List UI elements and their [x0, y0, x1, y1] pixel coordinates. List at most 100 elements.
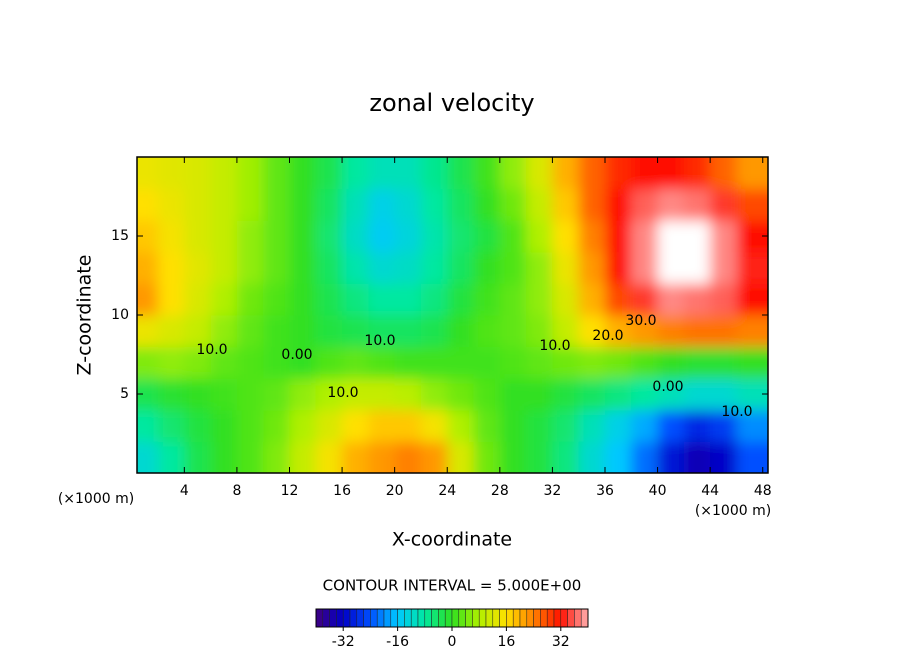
- colorbar-box: [546, 608, 555, 628]
- field-cell: [236, 315, 264, 348]
- chart-title: zonal velocity: [369, 89, 534, 117]
- colorbar-box: [376, 608, 385, 628]
- field-cell: [210, 188, 238, 221]
- x-tick-label: 28: [491, 483, 509, 499]
- colorbar-box: [329, 608, 337, 628]
- field-cell: [657, 315, 685, 348]
- field-cell: [420, 157, 448, 190]
- field-cell: [394, 157, 422, 190]
- field-cell: [473, 251, 501, 284]
- colorbar-box: [363, 608, 371, 628]
- field-cell: [604, 378, 632, 411]
- field-cell: [499, 251, 527, 284]
- colorbar-box: [444, 608, 453, 628]
- field-cell: [552, 409, 580, 442]
- field-cell: [499, 220, 527, 253]
- field-cell: [631, 346, 659, 379]
- colorbar-box: [492, 608, 500, 628]
- field-cell: [578, 283, 606, 316]
- field-cell: [315, 378, 343, 411]
- field-cell: [394, 409, 422, 442]
- field-cell: [526, 346, 553, 379]
- field-cell: [184, 157, 212, 190]
- field-cell: [420, 188, 448, 221]
- field-cell: [289, 409, 317, 442]
- field-cell: [552, 378, 580, 411]
- field-cell: [368, 441, 396, 473]
- field-cell: [736, 188, 768, 221]
- field-cell: [289, 441, 317, 473]
- field-cell: [420, 315, 448, 348]
- field-cell: [683, 283, 711, 316]
- colorbar-box: [567, 608, 575, 628]
- field-cell: [184, 283, 212, 316]
- field-cell: [683, 157, 711, 190]
- field-cell: [710, 409, 737, 442]
- field-cell: [578, 251, 606, 284]
- contour-label: 30.0: [625, 313, 656, 329]
- field-cell: [526, 409, 553, 442]
- field-cell: [499, 157, 527, 190]
- contour-label: 0.00: [281, 347, 312, 363]
- field-cell: [137, 251, 159, 284]
- field-cell: [137, 315, 159, 348]
- field-cell: [184, 441, 212, 473]
- field-cell: [447, 283, 475, 316]
- field-cell: [158, 251, 185, 284]
- colorbar-box: [417, 608, 426, 628]
- field-cell: [368, 220, 396, 253]
- field-cell: [447, 315, 475, 348]
- field-cell: [526, 251, 553, 284]
- field-cell: [499, 378, 527, 411]
- field-cell: [289, 188, 317, 221]
- field-cell: [289, 346, 317, 379]
- y-tick-label: 5: [120, 386, 129, 402]
- x-unit: (×1000 m): [695, 503, 771, 519]
- field-cell: [236, 220, 264, 253]
- field-cell: [210, 220, 238, 253]
- contour-label: 0.00: [652, 379, 683, 395]
- colorbar-box: [383, 608, 392, 628]
- field-cell: [394, 188, 422, 221]
- field-cell: [683, 220, 711, 253]
- colorbar-tick-label: 32: [552, 634, 570, 650]
- field-cell: [710, 378, 737, 411]
- field-cell: [342, 441, 369, 473]
- field-cell: [342, 220, 369, 253]
- field-cell: [342, 346, 369, 379]
- colorbar-box: [465, 608, 473, 628]
- field-cell: [210, 378, 238, 411]
- field-cell: [604, 409, 632, 442]
- field-cell: [342, 188, 369, 221]
- field-cell: [578, 378, 606, 411]
- field-cell: [552, 315, 580, 348]
- field-cell: [158, 220, 185, 253]
- field-cell: [552, 441, 580, 473]
- field-cell: [473, 188, 501, 221]
- field-cell: [473, 441, 501, 473]
- field-cell: [210, 251, 238, 284]
- field-cell: [368, 188, 396, 221]
- field-cell: [736, 409, 768, 442]
- field-cell: [137, 220, 159, 253]
- field-cell: [236, 251, 264, 284]
- field-cell: [137, 157, 159, 190]
- field-cell: [683, 441, 711, 473]
- field-cell: [368, 378, 396, 411]
- field-cell: [578, 441, 606, 473]
- field-cell: [210, 441, 238, 473]
- contour-label: 10.0: [196, 342, 227, 358]
- field-cell: [184, 220, 212, 253]
- field-cell: [236, 283, 264, 316]
- field-cell: [236, 157, 264, 190]
- field-cell: [394, 251, 422, 284]
- field-cell: [420, 346, 448, 379]
- field-cell: [552, 220, 580, 253]
- field-cell: [315, 315, 343, 348]
- field-cell: [420, 378, 448, 411]
- colorbar-box: [438, 608, 446, 628]
- field-cell: [315, 441, 343, 473]
- field-cell: [578, 188, 606, 221]
- colorbar-box: [451, 608, 460, 628]
- colorbar-box: [342, 608, 351, 628]
